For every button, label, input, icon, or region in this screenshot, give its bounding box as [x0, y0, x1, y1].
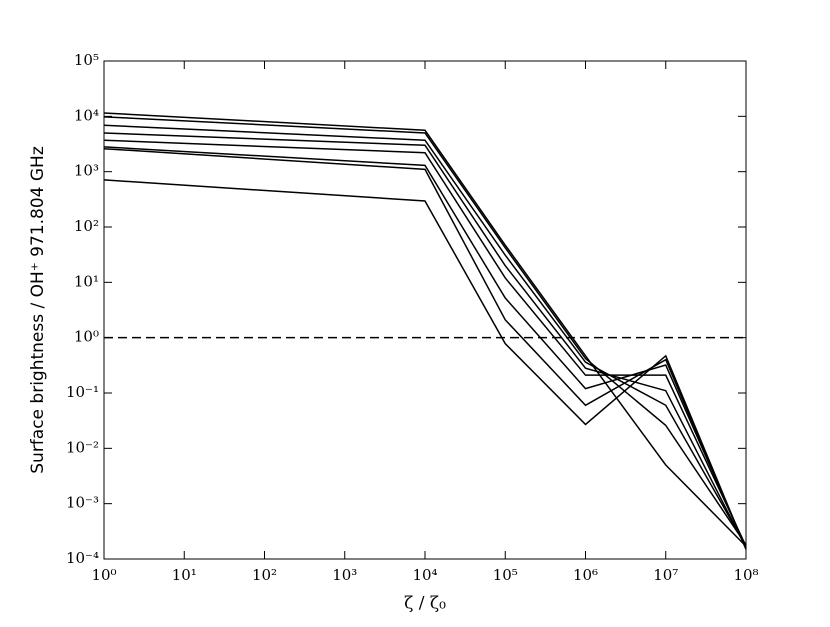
- y-tick-label: 10¹: [74, 272, 99, 290]
- series-line: [103, 124, 747, 547]
- series-line: [103, 132, 747, 549]
- y-tick-label: 10⁰: [74, 328, 99, 346]
- x-tick-label: 10⁵: [493, 566, 518, 584]
- y-axis-label: Surface brightness / OH⁺ 971.804 GHz: [28, 146, 48, 474]
- series-line: [103, 179, 747, 550]
- y-tick-label: 10⁻²: [66, 438, 99, 456]
- series-line: [103, 146, 747, 549]
- plot-frame: [103, 60, 747, 560]
- series-line: [103, 139, 747, 547]
- x-tick-label: 10¹: [172, 566, 197, 584]
- x-tick-label: 10⁷: [653, 566, 678, 584]
- x-axis-label: ζ / ζ₀: [404, 594, 446, 614]
- y-tick-label: 10⁻¹: [66, 383, 99, 401]
- y-tick-label: 10²: [74, 217, 99, 235]
- x-tick-label: 10⁸: [733, 566, 758, 584]
- y-tick-label: 10³: [74, 162, 99, 180]
- y-tick-label: 10⁻⁴: [66, 549, 99, 567]
- y-tick-label: 10⁻³: [66, 494, 99, 512]
- series-line: [103, 112, 747, 547]
- series-line: [103, 147, 747, 550]
- x-tick-label: 10⁶: [573, 566, 598, 584]
- x-tick-label: 10⁰: [91, 566, 116, 584]
- x-tick-label: 10³: [332, 566, 357, 584]
- y-tick-label: 10⁵: [74, 51, 99, 69]
- series-line: [103, 116, 747, 546]
- x-tick-label: 10⁴: [412, 566, 437, 584]
- y-tick-label: 10⁴: [74, 106, 99, 124]
- x-tick-label: 10²: [252, 566, 277, 584]
